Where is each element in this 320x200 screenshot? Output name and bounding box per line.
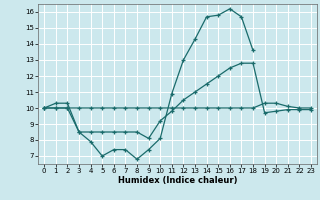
X-axis label: Humidex (Indice chaleur): Humidex (Indice chaleur) bbox=[118, 176, 237, 185]
